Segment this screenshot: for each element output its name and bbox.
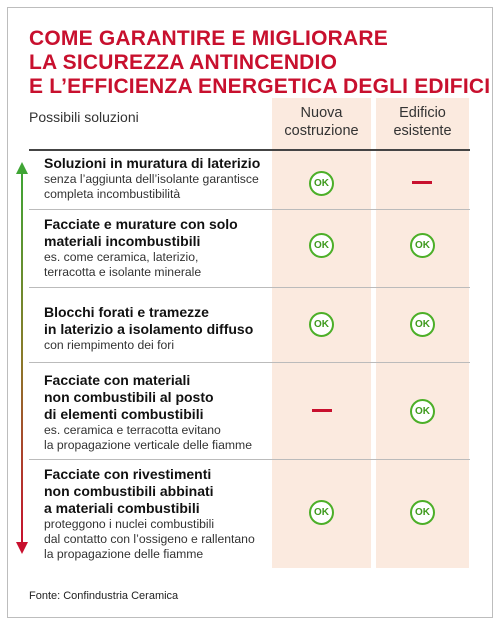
row-divider <box>29 209 470 210</box>
row-desc-line: dal contatto con l’ossigeno e rallentano <box>44 532 255 546</box>
ok-icon: OK <box>410 500 435 525</box>
row-description: senza l’aggiunta dell’isolante garantisc… <box>44 172 274 202</box>
list-item: Facciate con materiali non combustibili … <box>44 372 274 453</box>
ok-icon: OK <box>410 399 435 424</box>
header-edificio-esistente: Edificio esistente <box>376 104 469 140</box>
list-item: Soluzioni in muratura di laterizio senza… <box>44 155 274 202</box>
row-divider <box>29 287 470 288</box>
header-nuova-line1: Nuova <box>300 105 343 121</box>
row-title: Facciate con materiali non combustibili … <box>44 372 274 423</box>
row-title-line: Soluzioni in muratura di laterizio <box>44 155 261 171</box>
row-desc-line: con riempimento dei fori <box>44 338 175 352</box>
row-title-line: Facciate con materiali <box>44 372 191 388</box>
row-desc-line: es. come ceramica, laterizio, <box>44 250 199 264</box>
row-description: es. ceramica e terracotta evitano la pro… <box>44 423 274 453</box>
row-divider <box>29 459 470 460</box>
ok-icon: OK <box>309 312 334 337</box>
gradient-arrow-icon <box>16 162 28 554</box>
row-description: proteggono i nuclei combustibili dal con… <box>44 517 274 562</box>
header-solutions: Possibili soluzioni <box>29 109 139 125</box>
row-title: Soluzioni in muratura di laterizio <box>44 155 274 172</box>
header-divider <box>29 149 470 151</box>
row-desc-line: la propagazione delle fiamme <box>44 547 204 561</box>
page-title: COME GARANTIRE E MIGLIORARE LA SICUREZZA… <box>29 27 490 99</box>
row-title: Blocchi forati e tramezze in laterizio a… <box>44 304 274 338</box>
title-line-1: COME GARANTIRE E MIGLIORARE <box>29 27 388 50</box>
row-title-line: Facciate con rivestimenti <box>44 466 212 482</box>
header-esistente-line2: esistente <box>393 123 452 139</box>
row-title-line: in laterizio a isolamento diffuso <box>44 321 254 337</box>
dash-icon <box>412 181 432 184</box>
title-line-3: E L’EFFICIENZA ENERGETICA DEGLI EDIFICI <box>29 75 491 98</box>
source-note: Fonte: Confindustria Ceramica <box>29 590 179 602</box>
list-item: Facciate con rivestimenti non combustibi… <box>44 466 274 562</box>
list-item: Blocchi forati e tramezze in laterizio a… <box>44 304 274 353</box>
row-title-line: a materiali combustibili <box>44 500 200 516</box>
row-title: Facciate con rivestimenti non combustibi… <box>44 466 274 517</box>
row-title-line: materiali incombustibili <box>44 233 201 249</box>
row-desc-line: es. ceramica e terracotta evitano <box>44 423 221 437</box>
row-description: con riempimento dei fori <box>44 338 274 353</box>
row-description: es. come ceramica, laterizio, terracotta… <box>44 250 274 280</box>
ok-icon: OK <box>410 233 435 258</box>
header-nuova-line2: costruzione <box>284 123 359 139</box>
list-item: Facciate e murature con solo materiali i… <box>44 216 274 280</box>
header-nuova-costruzione: Nuova costruzione <box>272 104 371 140</box>
row-title: Facciate e murature con solo materiali i… <box>44 216 274 250</box>
row-desc-line: proteggono i nuclei combustibili <box>44 517 215 531</box>
row-title-line: non combustibili al posto <box>44 389 214 405</box>
row-title-line: non combustibili abbinati <box>44 483 214 499</box>
ok-icon: OK <box>309 233 334 258</box>
row-desc-line: completa incombustibilità <box>44 187 181 201</box>
row-divider <box>29 362 470 363</box>
row-desc-line: senza l’aggiunta dell’isolante garantisc… <box>44 172 259 186</box>
row-desc-line: terracotta e isolante minerale <box>44 265 202 279</box>
title-line-2: LA SICUREZZA ANTINCENDIO <box>29 51 338 74</box>
dash-icon <box>312 409 332 412</box>
ok-icon: OK <box>309 500 334 525</box>
row-title-line: Facciate e murature con solo <box>44 216 238 232</box>
header-esistente-line1: Edificio <box>399 105 446 121</box>
row-desc-line: la propagazione verticale delle fiamme <box>44 438 252 452</box>
row-title-line: Blocchi forati e tramezze <box>44 304 209 320</box>
row-title-line: di elementi combustibili <box>44 406 204 422</box>
ok-icon: OK <box>410 312 435 337</box>
ok-icon: OK <box>309 171 334 196</box>
